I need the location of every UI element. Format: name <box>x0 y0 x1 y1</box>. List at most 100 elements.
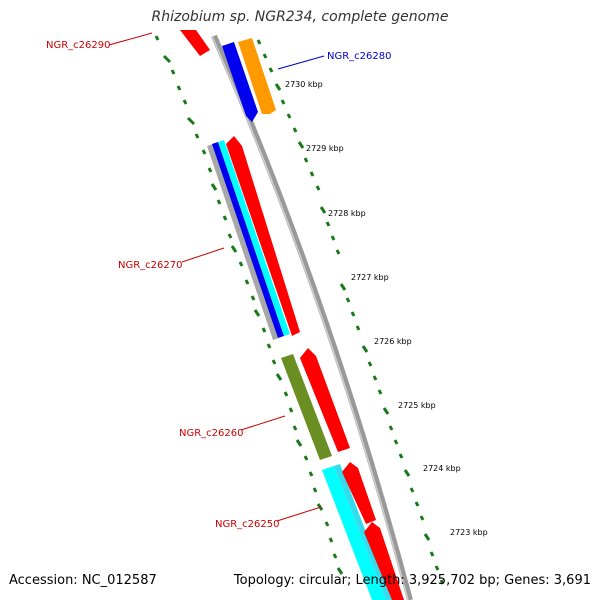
gene-ngr-c26270-blue <box>212 142 284 338</box>
scale-tick <box>350 311 356 317</box>
scale-tick <box>332 553 338 559</box>
scale-tick <box>262 53 268 59</box>
scale-tick <box>274 83 282 91</box>
scale-tick <box>303 455 309 461</box>
scale-tick <box>339 283 347 291</box>
gene-label-ngr-c26270: NGR_c26270 <box>118 260 183 271</box>
scale-label: 2729 kbp <box>306 144 344 153</box>
leader-ngr-c26250 <box>276 506 322 522</box>
scale-tick <box>162 54 172 64</box>
leader-ngr-c26260 <box>240 415 286 431</box>
leader-ngr-c26270 <box>181 247 225 263</box>
scale-tick <box>372 375 378 381</box>
scale-tick <box>361 345 369 353</box>
scale-tick <box>210 183 218 191</box>
scale-label: 2724 kbp <box>423 464 461 473</box>
scale-tick <box>429 551 435 557</box>
scale-ticks-outer <box>256 39 445 585</box>
scale-tick <box>308 471 314 477</box>
gene-labels: NGR_c26290 NGR_c26280 NGR_c26270 NGR_c26… <box>46 40 392 530</box>
scale-tick <box>297 141 305 149</box>
scale-tick <box>207 167 213 173</box>
scale-tick <box>388 425 394 431</box>
scale-tick <box>377 389 383 395</box>
gene-ngr-c26260 <box>281 354 332 460</box>
scale-tick <box>439 579 445 585</box>
scale-tick <box>275 373 283 381</box>
scale-tick <box>309 171 315 177</box>
scale-tick <box>176 85 182 91</box>
scale-tick <box>194 133 200 139</box>
scale-tick <box>345 297 351 303</box>
scale-tick <box>367 361 373 367</box>
scale-label: 2725 kbp <box>398 401 436 410</box>
scale-tick <box>288 407 294 413</box>
scale-tick <box>423 533 431 541</box>
scale-tick <box>201 149 207 155</box>
scale-tick <box>324 521 330 527</box>
scale-tick <box>186 116 196 126</box>
gene-cyan-2 <box>334 464 392 600</box>
gene-label-ngr-c26250: NGR_c26250 <box>215 519 280 530</box>
leader-ngr-c26280 <box>277 55 325 70</box>
gene-features <box>180 30 404 600</box>
scale-tick <box>303 157 309 163</box>
scale-tick <box>271 359 277 365</box>
scale-label: 2728 kbp <box>328 209 366 218</box>
scale-tick <box>336 567 344 575</box>
scale-tick <box>312 487 318 493</box>
scale-tick <box>280 99 286 105</box>
scale-tick <box>216 199 222 205</box>
scale-label: 2723 kbp <box>450 528 488 537</box>
scale-tick <box>325 221 331 227</box>
scale-tick <box>393 439 399 445</box>
scale-tick <box>295 439 303 447</box>
scale-tick <box>434 565 440 571</box>
accession-text: Accession: NC_012587 <box>9 573 157 588</box>
scale-tick <box>292 127 298 133</box>
scale-tick <box>222 215 228 221</box>
scale-label: 2726 kbp <box>374 337 412 346</box>
scale-tick <box>398 453 404 459</box>
gene-ngr-c26270-grey <box>207 144 279 340</box>
gene-orange <box>238 38 276 114</box>
scale-tick <box>355 325 361 331</box>
scale-tick <box>315 185 321 191</box>
scale-tick <box>335 249 341 255</box>
genome-title: Rhizobium sp. NGR234, complete genome <box>151 9 449 25</box>
gene-ngr-c26250 <box>322 466 386 600</box>
gene-label-leaders <box>108 32 325 522</box>
gene-red-forward-1 <box>226 136 300 336</box>
scale-tick <box>403 469 411 477</box>
scale-tick <box>244 279 250 285</box>
scale-tick <box>414 501 420 507</box>
scale-labels: 2730 kbp 2729 kbp 2728 kbp 2727 kbp 2726… <box>285 80 488 537</box>
gene-red-forward-2 <box>300 348 350 452</box>
scale-tick <box>419 515 425 521</box>
scale-tick <box>154 35 160 41</box>
scale-label: 2727 kbp <box>351 273 389 282</box>
gene-red-forward-3 <box>342 462 376 524</box>
scale-ticks-inner <box>154 35 344 575</box>
scale-tick <box>409 487 415 493</box>
scale-tick <box>283 391 289 397</box>
scale-tick <box>286 113 292 119</box>
scale-tick <box>261 327 267 333</box>
genome-summary-text: Topology: circular; Length: 3,925,702 bp… <box>233 573 591 588</box>
scale-tick <box>250 295 256 301</box>
gene-red-forward-4 <box>364 522 404 600</box>
scale-label: 2730 kbp <box>285 80 323 89</box>
scale-tick <box>238 261 244 267</box>
gene-label-ngr-c26280: NGR_c26280 <box>327 51 392 62</box>
scale-tick <box>266 343 272 349</box>
scale-tick <box>253 309 261 317</box>
scale-tick <box>182 99 188 105</box>
gene-ngr-c26290 <box>180 30 210 56</box>
scale-tick <box>256 39 262 45</box>
genome-backbone <box>211 34 413 600</box>
gene-label-ngr-c26290: NGR_c26290 <box>46 40 111 51</box>
scale-tick <box>330 235 336 241</box>
scale-tick <box>328 537 334 543</box>
